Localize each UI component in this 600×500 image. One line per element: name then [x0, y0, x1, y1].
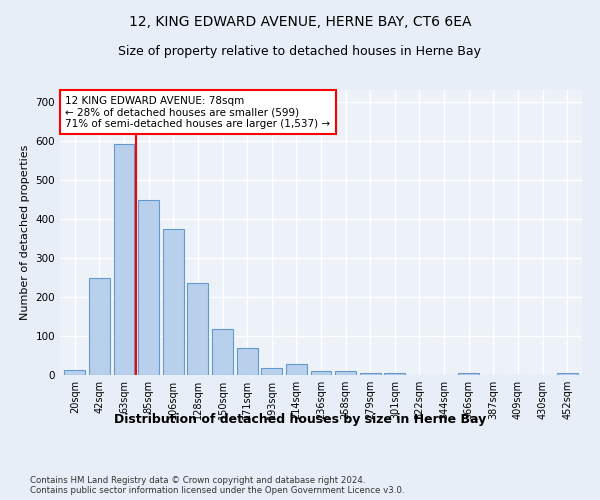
Y-axis label: Number of detached properties: Number of detached properties — [20, 145, 30, 320]
Bar — [261, 368, 282, 375]
Bar — [236, 348, 257, 375]
Bar — [335, 370, 356, 375]
Bar — [138, 200, 159, 375]
Bar — [64, 370, 85, 375]
Bar — [385, 372, 406, 375]
Bar — [187, 283, 208, 375]
Text: Distribution of detached houses by size in Herne Bay: Distribution of detached houses by size … — [114, 412, 486, 426]
Bar — [212, 329, 233, 375]
Bar — [89, 278, 110, 375]
Bar — [311, 371, 331, 375]
Text: Contains HM Land Registry data © Crown copyright and database right 2024.
Contai: Contains HM Land Registry data © Crown c… — [30, 476, 404, 495]
Bar — [113, 144, 134, 375]
Bar — [360, 373, 381, 375]
Text: 12 KING EDWARD AVENUE: 78sqm
← 28% of detached houses are smaller (599)
71% of s: 12 KING EDWARD AVENUE: 78sqm ← 28% of de… — [65, 96, 331, 129]
Text: Size of property relative to detached houses in Herne Bay: Size of property relative to detached ho… — [119, 45, 482, 58]
Text: 12, KING EDWARD AVENUE, HERNE BAY, CT6 6EA: 12, KING EDWARD AVENUE, HERNE BAY, CT6 6… — [129, 15, 471, 29]
Bar — [557, 374, 578, 375]
Bar — [163, 230, 184, 375]
Bar — [286, 364, 307, 375]
Bar — [458, 373, 479, 375]
